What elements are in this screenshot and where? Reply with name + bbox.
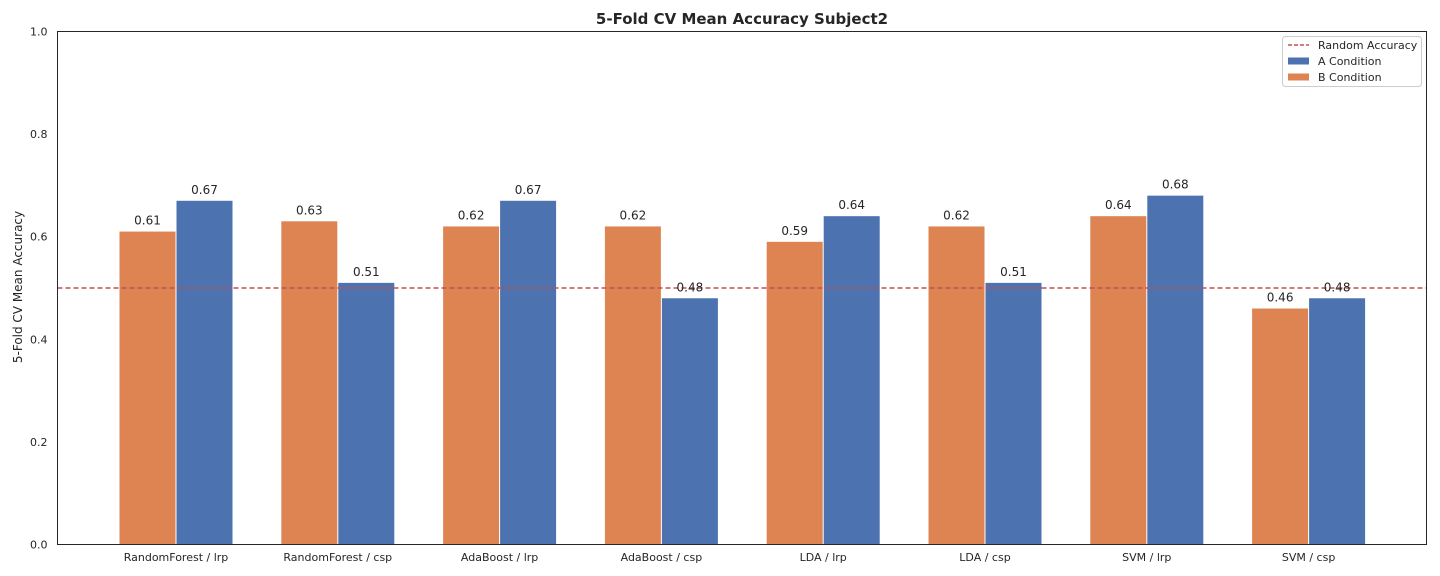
bar-value-label: 0.61 <box>134 214 161 228</box>
bar-value-label: 0.64 <box>1105 198 1132 212</box>
y-tick-label: 0.8 <box>30 128 48 141</box>
b-condition-bar <box>281 221 338 545</box>
a-condition-bar <box>985 282 1042 545</box>
y-tick-label: 0.0 <box>30 539 48 552</box>
b-condition-bar <box>443 226 500 545</box>
y-tick-label: 1.0 <box>30 26 48 39</box>
a-condition-bar <box>823 216 880 545</box>
a-condition-bar <box>338 282 395 545</box>
a-condition-bar <box>661 298 718 545</box>
chart-title: 5-Fold CV Mean Accuracy Subject2 <box>596 10 888 28</box>
plot-frame <box>57 31 1427 545</box>
y-axis-label: 5-Fold CV Mean Accuracy <box>11 211 25 363</box>
bar-value-label: 0.64 <box>838 198 865 212</box>
bar-value-label: 0.48 <box>1324 280 1351 294</box>
y-tick-label: 0.6 <box>30 231 48 244</box>
b-condition-bar <box>928 226 985 545</box>
a-condition-bar <box>500 200 557 545</box>
b-condition-bar <box>119 231 176 545</box>
bar-value-label: 0.63 <box>296 203 323 217</box>
bar-value-label: 0.59 <box>781 224 808 238</box>
x-tick-label: AdaBoost / lrp <box>461 551 538 564</box>
bar-value-label: 0.51 <box>353 265 380 279</box>
b-condition-bar <box>766 241 823 545</box>
b-condition-bar <box>1090 216 1147 545</box>
x-tick-label: SVM / lrp <box>1122 551 1171 564</box>
bar-value-label: 0.68 <box>1162 178 1189 192</box>
bar-value-label: 0.67 <box>191 183 218 197</box>
bar-value-label: 0.62 <box>620 208 647 222</box>
legend-b-condition-swatch <box>1288 73 1309 81</box>
y-tick-label: 0.4 <box>30 333 48 346</box>
bar-value-label: 0.51 <box>1000 265 1027 279</box>
x-tick-label: RandomForest / csp <box>283 551 392 564</box>
b-condition-bar <box>604 226 661 545</box>
legend-a-condition-swatch <box>1288 57 1309 65</box>
y-tick-label: 0.2 <box>30 436 48 449</box>
bar-value-label: 0.46 <box>1267 291 1294 305</box>
bar-value-label: 0.62 <box>458 208 485 222</box>
legend-a-condition-label: A Condition <box>1318 55 1382 68</box>
legend-box <box>1282 36 1422 87</box>
x-tick-label: LDA / lrp <box>800 551 847 564</box>
a-condition-bar <box>1309 298 1366 545</box>
x-axis: RandomForest / lrp RandomForest / csp AdaB… <box>124 551 1336 564</box>
bar-value-label: 0.67 <box>515 183 542 197</box>
bars-group <box>119 195 1366 545</box>
x-tick-label: RandomForest / lrp <box>124 551 229 564</box>
data-labels-group: 0.61 0.67 0.63 0.51 0.62 0.67 0.62 0.48 0.59 0.64… <box>134 178 1350 305</box>
b-condition-bar <box>1252 308 1309 545</box>
y-axis: 0.0 0.2 0.4 0.6 0.8 1.0 <box>30 26 48 552</box>
a-condition-bar <box>176 200 233 545</box>
bar-value-label: 0.48 <box>677 280 704 294</box>
legend-random-accuracy-label: Random Accuracy <box>1318 39 1418 52</box>
legend-b-condition-label: B Condition <box>1318 71 1382 84</box>
a-condition-bar <box>1147 195 1204 545</box>
x-tick-label: SVM / csp <box>1282 551 1335 564</box>
legend: Random Accuracy A Condition B Condition <box>1282 36 1422 87</box>
x-tick-label: LDA / csp <box>959 551 1010 564</box>
x-tick-label: AdaBoost / csp <box>621 551 703 564</box>
bar-value-label: 0.62 <box>943 208 970 222</box>
